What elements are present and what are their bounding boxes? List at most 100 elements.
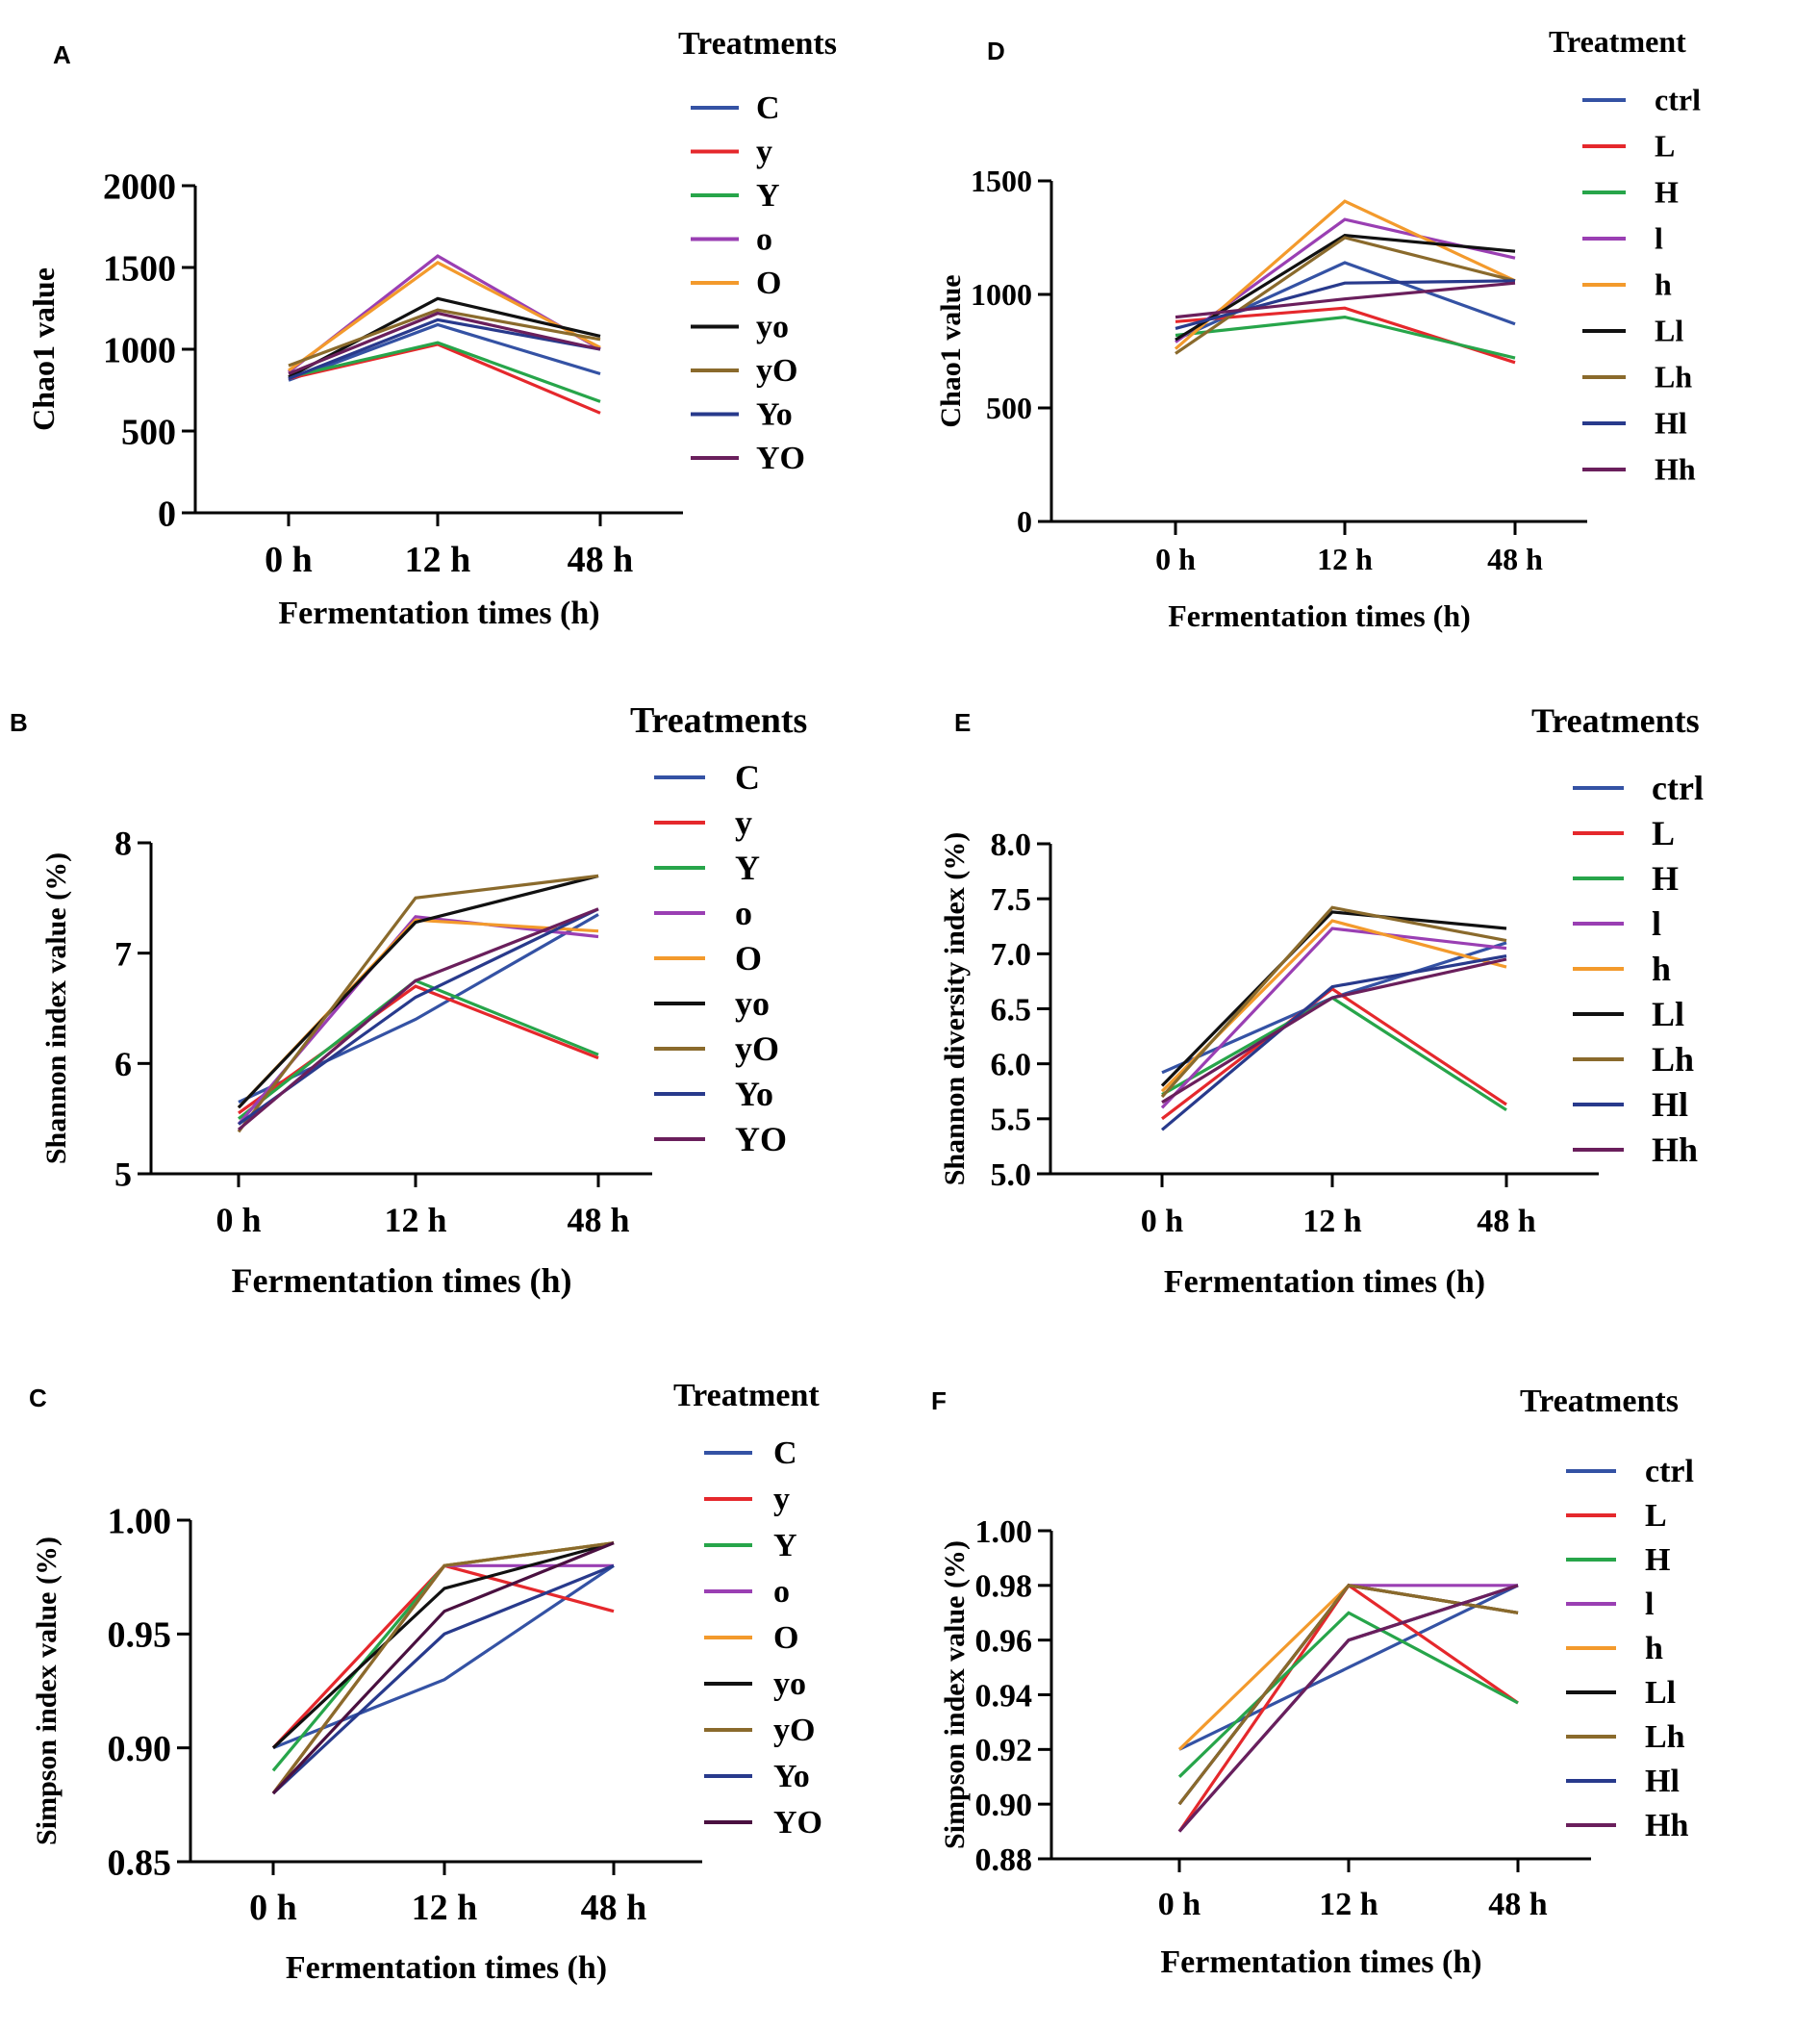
panel-f-x-tick-label: 0 h [1158,1887,1201,1922]
panel-b-letter: B [10,708,28,737]
panel-c-x-tick-label: 12 h [412,1888,478,1928]
panel-a-series-yo-line [288,311,601,375]
panel-e-y-axis-label: Shannon diversity index (%) [939,832,971,1186]
panel-b-y-tick-label: 8 [114,825,132,863]
panel-c-legend-label-yo: yo [773,1666,806,1702]
panel-f-y-tick-label: 0.96 [975,1624,1033,1660]
panel-d-y-tick-label: 500 [986,391,1032,425]
panel-d-series-ctrl-line [1175,261,1516,342]
panel-d-series-lh-line [1175,236,1516,355]
panel-e-series-l-line [1161,986,1507,1121]
panel-f-series-lh-line [1177,1584,1519,1806]
panel-a-legend-label-o: O [756,266,781,301]
panel-f-legend-label-hl: Hl [1645,1764,1680,1799]
panel-c-x-tick-label: 0 h [249,1888,297,1928]
panel-c-legend-label-yo: Yo [773,1759,810,1794]
panel-a-legend-title: Treatments [678,26,837,62]
panel-d-series-h-line [1174,199,1516,350]
panel-d-legend-label-l: l [1655,221,1663,256]
panel-b-y-tick-label: 6 [114,1045,132,1083]
panel-e-series-lh-line [1160,905,1507,1099]
panel-a-y-tick-label: 1000 [103,330,176,370]
panel-d-x-tick-label: 48 h [1487,542,1543,576]
panel-a-legend-label-yo: yO [756,353,797,389]
panel-e-legend-label-hl: Hl [1652,1085,1688,1124]
panel-e-legend-label-hh: Hh [1652,1130,1698,1169]
panel-d-x-axis-label: Fermentation times (h) [1168,598,1471,633]
panel-d-series-hh-line [1175,281,1516,319]
panel-c-series-c-line [272,1563,615,1750]
panel-a-series-c-line [288,322,601,382]
panel-e-series-hh-line [1161,957,1507,1105]
panel-f-series-hh-line [1177,1584,1519,1833]
panel-f-legend-label-l: l [1645,1587,1654,1622]
panel-c-letter: C [29,1384,47,1412]
panel-a-legend-label-y: Y [756,178,780,214]
panel-c-legend-label-y: y [773,1482,790,1517]
panel-c-legend-title: Treatment [673,1378,820,1413]
panel-d-series-ll-line [1175,233,1516,342]
panel-f-series-l-line [1177,1584,1518,1806]
panel-f-series-ll-line [1177,1584,1519,1806]
panel-c-x-tick-label: 48 h [581,1888,647,1928]
panel-b-y-axis-label: Shannon index value (%) [40,852,72,1164]
panel-e-y-tick-label: 7.0 [991,937,1032,973]
panel-a-letter: A [53,40,71,69]
panel-f-letter: F [931,1386,947,1415]
panel-d-y-tick-label: 1000 [971,277,1032,312]
panel-e-y-tick-label: 5.5 [991,1103,1032,1138]
panel-b-legend-label-o: o [735,894,752,932]
panel-c-legend-label-o: O [773,1620,798,1656]
panel-f-y-tick-label: 0.90 [975,1788,1033,1823]
panel-d-y-axis-label: Chao1 value [935,274,967,427]
panel-b-x-tick-label: 0 h [215,1201,261,1239]
panel-a-series-yo-line [288,308,601,368]
panel-f-series-l-line [1177,1583,1519,1833]
panel-d-legend-title: Treatment [1549,24,1686,59]
panel-f-series-h-line [1177,1611,1519,1778]
panel-b-legend-label-yo: YO [735,1120,787,1158]
panel-d-x-tick-label: 12 h [1317,542,1373,576]
panel-a-x-tick-label: 0 h [265,540,313,580]
panel-e-legend-label-l: L [1652,814,1675,852]
panel-c-series-yo-line [271,1541,615,1794]
panel-a-legend-label-y: y [756,135,772,170]
panel-f-y-tick-label: 0.94 [975,1678,1033,1714]
panel-b-legend-label-c: C [735,758,760,797]
panel-c-y-tick-label: 0.85 [108,1842,172,1883]
panel-e-legend-label-l: l [1652,904,1661,943]
panel-f-legend-label-lh: Lh [1645,1719,1685,1755]
panel-e-y-tick-label: 8.0 [991,827,1032,863]
panel-d-legend-label-l: L [1655,129,1675,164]
panel-f-legend-label-hh: Hh [1645,1808,1688,1843]
panel-a-y-tick-label: 500 [121,412,176,452]
panel-d-legend-label-ll: Ll [1655,314,1683,348]
panel-a-y-tick-label: 2000 [103,166,176,207]
panel-f-y-tick-label: 0.98 [975,1569,1033,1605]
panel-c-y-tick-label: 1.00 [108,1501,172,1541]
panel-b-legend-label-y: y [735,803,752,842]
panel-e-y-tick-label: 5.0 [991,1157,1032,1193]
panel-f-y-axis-label: Simpson index value (%) [939,1540,971,1849]
panel-d-legend-label-hh: Hh [1655,452,1696,487]
panel-b-x-tick-label: 12 h [384,1201,446,1239]
panel-f-legend-label-h: h [1645,1631,1663,1666]
panel-b-series-yo-line [237,907,599,1131]
panel-d-y-tick-label: 1500 [971,164,1032,198]
panel-e-legend-label-lh: Lh [1652,1040,1694,1079]
panel-b-y-tick-label: 5 [114,1156,132,1194]
panel-d-series-h-line [1175,315,1516,360]
panel-a-x-tick-label: 48 h [568,540,634,580]
panel-f-legend-label-l: L [1645,1498,1667,1534]
panel-f-legend-title: Treatments [1520,1384,1679,1419]
panel-a-y-tick-label: 0 [158,494,176,534]
panel-a-series-yo-line [288,296,601,379]
panel-d-series-hl-line [1175,279,1516,330]
panel-b-legend-title: Treatments [630,700,807,741]
panel-e-x-tick-label: 0 h [1141,1204,1184,1239]
panel-e-legend-label-h: h [1652,950,1671,988]
panel-a-y-tick-label: 1500 [103,248,176,289]
panel-c-y-tick-label: 0.90 [108,1729,172,1769]
panel-d-letter: D [987,37,1005,65]
panel-c-series-y-line [271,1541,615,1772]
